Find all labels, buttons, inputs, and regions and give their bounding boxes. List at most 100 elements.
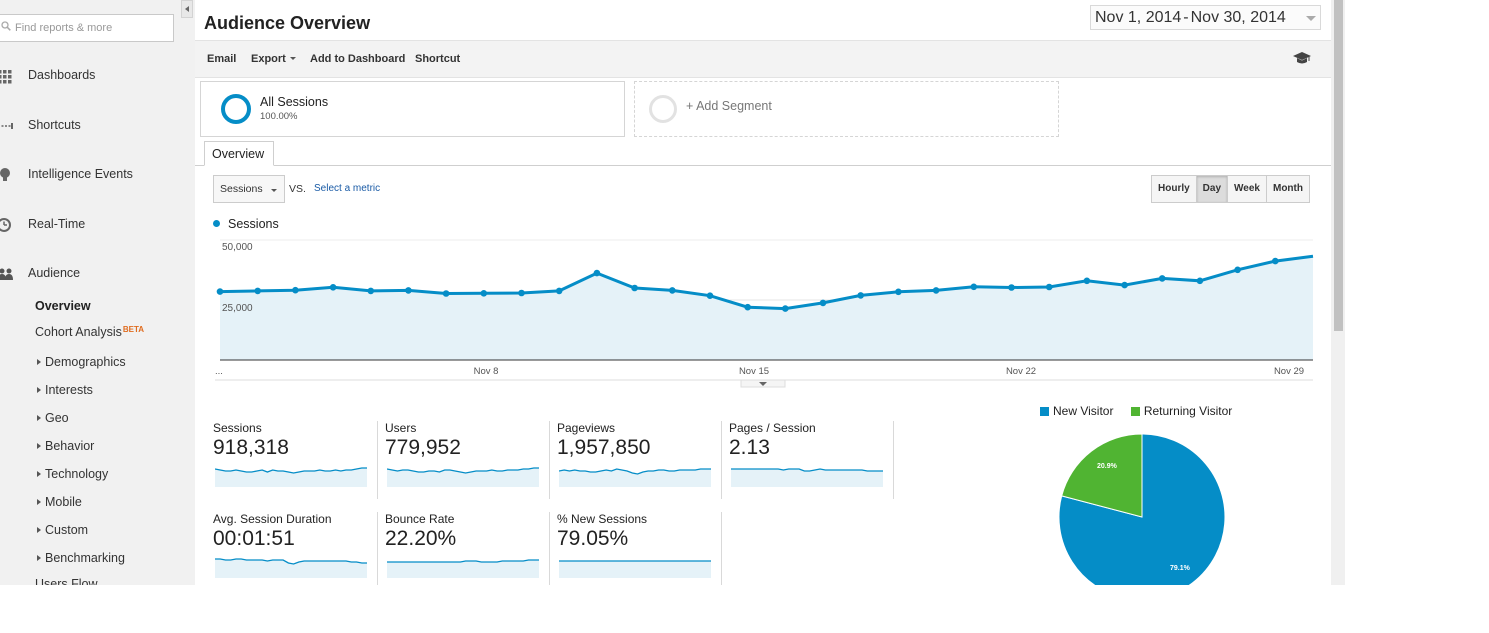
x-tick-label: Nov 15 [739,366,769,377]
scorecard[interactable]: % New Sessions 79.05% [557,512,722,585]
sidebar-item-technology[interactable]: Technology [37,467,108,481]
search-box[interactable] [0,14,174,42]
data-point [631,284,638,292]
add-to-dashboard-button[interactable]: Add to Dashboard [310,53,406,65]
pie-slice [1061,433,1143,518]
sidebar-item-label: Real-Time [28,217,86,231]
data-point [329,284,337,291]
data-point [593,269,601,277]
tab-overview[interactable]: Overview [204,141,274,166]
metric-dropdown[interactable]: Sessions [213,175,285,203]
add-segment-button[interactable]: + Add Segment [634,81,1059,137]
email-button[interactable]: Email [207,53,237,65]
data-point [1083,277,1091,285]
scorecard-label: Avg. Session Duration [213,512,332,526]
sidebar-item-label: Dashboards [28,68,96,82]
scorecard[interactable]: Users 779,952 [385,421,550,499]
sparkline [559,468,711,487]
shortcut-button[interactable]: Shortcut [415,53,461,65]
expand-arrow-icon [37,471,41,477]
sparkline-line [215,467,367,474]
segment-all-sessions[interactable]: All Sessions 100.00% [200,81,625,137]
collapse-sidebar-button[interactable] [181,0,193,18]
data-point [819,299,827,307]
chart-legend[interactable]: Sessions [213,217,279,231]
sidebar-item-custom[interactable]: Custom [37,523,88,537]
sidebar-item-shortcuts[interactable]: Shortcuts [0,115,190,137]
expand-arrow-icon [37,415,41,421]
legend-label-returning: Returning Visitor [1143,404,1233,418]
sidebar-item-dashboards[interactable]: Dashboards [0,65,190,87]
interval-day-button[interactable]: Day [1196,176,1229,202]
data-point [254,287,261,295]
search-icon [1,21,11,31]
data-point [442,290,450,297]
sidebar-item-intelligence-events[interactable]: Intelligence Events [0,164,190,186]
scorecard[interactable]: Pages / Session 2.13 [729,421,894,499]
sparkline [215,467,367,487]
interval-selector: Hourly Day Week Month [1151,175,1310,203]
sidebar-item-label: Behavior [45,439,95,453]
beta-badge: BETA [122,325,145,334]
date-range-picker[interactable]: Nov 1, 2014- Nov 30, 2014 [1090,5,1321,30]
pie-slice-label: 20.9% [1097,463,1118,470]
scorecard[interactable]: Sessions 918,318 [213,421,378,499]
sidebar-item-geo[interactable]: Geo [37,411,69,425]
expand-arrow-icon [37,499,41,505]
pie-legend: New Visitor Returning Visitor [1040,404,1232,418]
scorecard-label: Sessions [213,421,262,435]
interval-week-button[interactable]: Week [1228,176,1267,202]
vertical-scrollbar[interactable] [1331,0,1345,585]
sparkline [559,560,711,578]
data-point [1272,257,1279,265]
export-label: Export [251,53,286,65]
sidebar-item-audience[interactable]: Audience [0,263,190,285]
sidebar-item-cohort-analysis[interactable]: Cohort AnalysisBETA [35,325,144,339]
sidebar-item-label: Shortcuts [28,118,81,132]
sparkline-area [559,561,711,578]
sidebar-item-label: Interests [45,383,93,397]
scorecard[interactable]: Pageviews 1,957,850 [557,421,722,499]
data-point [744,303,751,311]
segment-name: All Sessions [260,95,329,109]
caret-down-icon [271,189,277,192]
data-point [932,287,940,294]
export-button[interactable]: Export [251,53,296,65]
scorecard[interactable]: Bounce Rate 22.20% [385,512,550,585]
page-title: Audience Overview [204,13,371,33]
tab-divider [195,165,1331,166]
graduation-cap-icon[interactable] [1293,51,1311,65]
sidebar-item-overview[interactable]: Overview [35,299,91,313]
users-icon [0,268,13,280]
sidebar-item-interests[interactable]: Interests [37,383,93,397]
sparkline-area [387,560,539,578]
segment-ring-icon [221,94,251,124]
scorecard[interactable]: Avg. Session Duration 00:01:51 [213,512,378,585]
sparkline-area [731,469,883,487]
date-start: Nov 1, 2014 [1095,9,1182,26]
legend-dot [213,220,220,227]
interval-month-button[interactable]: Month [1266,176,1309,202]
sidebar-item-behavior[interactable]: Behavior [37,439,94,453]
sparkline-line [387,559,539,563]
sparkline-area [215,468,367,487]
chevron-down-icon [1306,16,1316,21]
legend-swatch-returning [1130,407,1140,416]
caret-down-icon [289,57,296,60]
add-segment-label: + Add Segment [686,99,772,113]
sidebar-item-real-time[interactable]: Real-Time [0,214,190,236]
sidebar-item-users-flow[interactable]: Users Flow [35,577,98,585]
search-input[interactable] [15,19,165,37]
data-point [555,287,563,295]
sidebar-item-demographics[interactable]: Demographics [37,355,126,369]
sidebar-item-benchmarking[interactable]: Benchmarking [37,551,125,565]
sidebar-item-label: Benchmarking [45,551,125,565]
legend-swatch-new [1040,407,1049,416]
select-metric-link[interactable]: Select a metric [314,183,381,194]
sparkline-area [387,468,539,487]
interval-hourly-button[interactable]: Hourly [1152,176,1197,202]
shortcut-icon [0,123,13,129]
scrollbar-thumb[interactable] [1334,0,1343,331]
sidebar-item-mobile[interactable]: Mobile [37,495,82,509]
clock-icon [0,218,11,232]
